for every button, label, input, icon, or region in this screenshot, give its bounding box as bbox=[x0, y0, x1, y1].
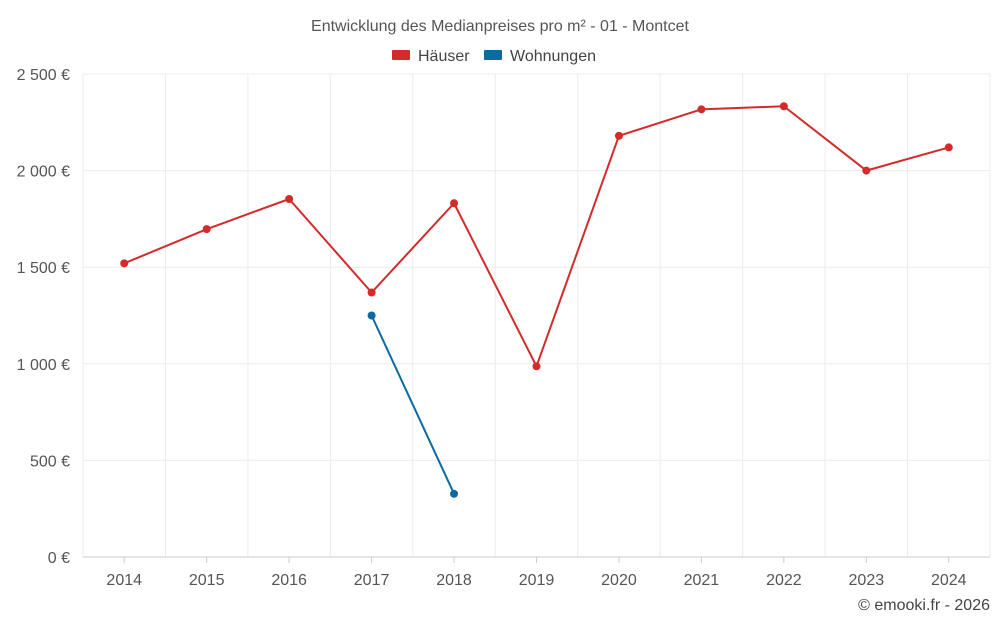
legend-label-wohnungen: Wohnungen bbox=[510, 48, 596, 65]
x-tick-label: 2022 bbox=[766, 572, 802, 589]
data-point-haeuser[interactable] bbox=[285, 195, 294, 204]
axes: 0 € 500 € 1 000 € 1 500 € 2 000 € 2 500 € 2014… bbox=[17, 67, 990, 589]
legend-label-haeuser: Häuser bbox=[418, 48, 470, 65]
series-line-wohnungen bbox=[370, 315, 455, 495]
data-point-haeuser[interactable] bbox=[944, 143, 953, 152]
x-tick-label: 2023 bbox=[849, 572, 885, 589]
x-tick-label: 2016 bbox=[271, 572, 307, 589]
data-point-haeuser[interactable] bbox=[614, 131, 623, 140]
series-wohnungen bbox=[367, 311, 459, 498]
legend-item-wohnungen[interactable]: Wohnungen bbox=[484, 48, 596, 65]
legend: Häuser Wohnungen bbox=[392, 48, 596, 65]
data-point-wohnungen[interactable] bbox=[450, 489, 459, 498]
data-point-haeuser[interactable] bbox=[862, 166, 871, 175]
series-haeuser bbox=[120, 102, 953, 371]
y-tick-label: 2 500 € bbox=[17, 67, 70, 84]
data-point-wohnungen[interactable] bbox=[367, 311, 376, 320]
grid bbox=[82, 73, 991, 557]
legend-swatch-haeuser bbox=[392, 50, 410, 60]
data-point-haeuser[interactable] bbox=[450, 199, 459, 208]
x-tick-label: 2018 bbox=[436, 572, 472, 589]
x-tick-label: 2019 bbox=[519, 572, 555, 589]
series bbox=[120, 102, 953, 498]
y-tick-label: 500 € bbox=[30, 453, 70, 470]
x-tick-label: 2020 bbox=[601, 572, 637, 589]
y-tick-label: 2 000 € bbox=[17, 164, 70, 181]
x-tick-label: 2024 bbox=[931, 572, 967, 589]
data-point-haeuser[interactable] bbox=[697, 105, 706, 114]
data-point-haeuser[interactable] bbox=[367, 288, 376, 297]
y-tick-label: 1 000 € bbox=[17, 357, 70, 374]
x-tick-label: 2017 bbox=[354, 572, 390, 589]
data-point-haeuser[interactable] bbox=[202, 225, 211, 234]
x-tick-label: 2014 bbox=[106, 572, 142, 589]
data-point-haeuser[interactable] bbox=[120, 259, 129, 268]
credit-text: © emooki.fr - 2026 bbox=[858, 597, 990, 614]
data-point-haeuser[interactable] bbox=[779, 102, 788, 111]
x-tick-label: 2021 bbox=[684, 572, 720, 589]
y-tick-label: 1 500 € bbox=[17, 260, 70, 277]
chart-title: Entwicklung des Medianpreises pro m² - 0… bbox=[311, 18, 689, 35]
x-tick-label: 2015 bbox=[189, 572, 225, 589]
legend-item-haeuser[interactable]: Häuser bbox=[392, 48, 470, 65]
data-point-haeuser[interactable] bbox=[532, 362, 541, 371]
legend-swatch-wohnungen bbox=[484, 50, 502, 60]
y-tick-label: 0 € bbox=[48, 550, 70, 567]
